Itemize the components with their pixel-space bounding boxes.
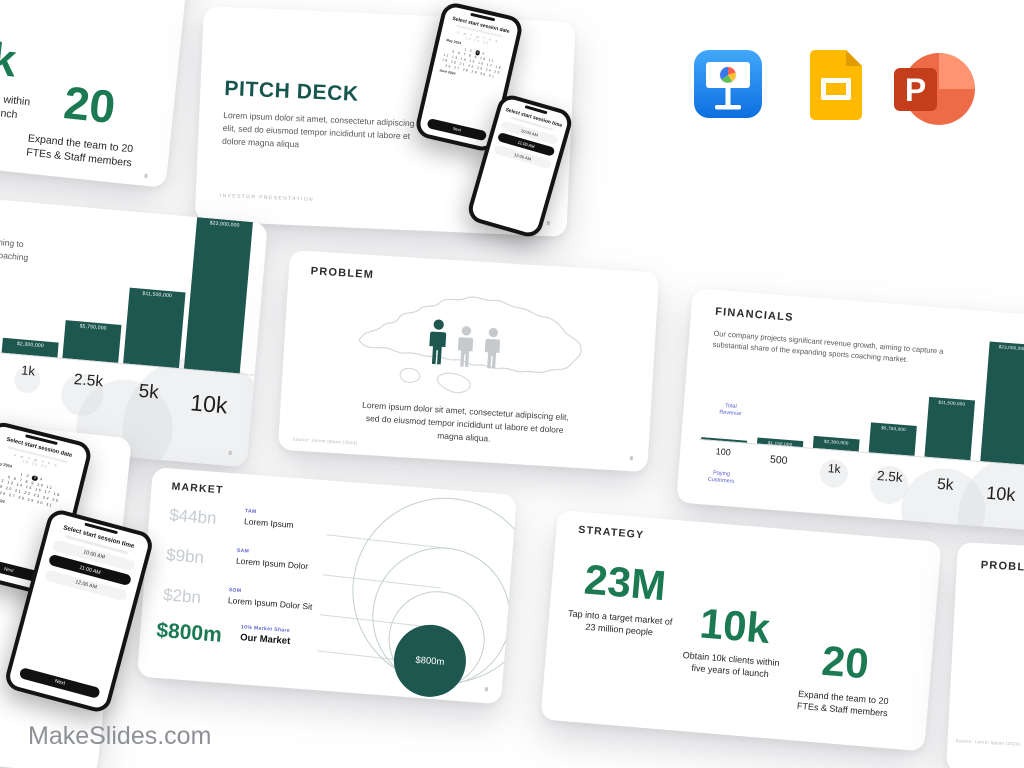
y-axis-label: Total Revenue <box>719 402 742 418</box>
bar-2-5k: $5,750,000 <box>62 320 122 363</box>
bar-10k: $23,000,000 <box>980 341 1024 465</box>
bar-value-label: $11,500,000 <box>142 290 173 299</box>
slide-financials: FINANCIALS Our company projects signific… <box>676 288 1024 536</box>
bar-value-label: $2,300,000 <box>16 340 45 349</box>
x-tick-1k: 1k <box>827 461 842 477</box>
next-button: Next <box>18 666 101 699</box>
our-market-circle-label: $800m <box>415 654 445 668</box>
bar-2-5k: $5,750,000 <box>868 422 917 456</box>
page-number <box>228 450 232 456</box>
market-row-our: 10% Market Share Our Market <box>240 624 291 647</box>
market-value-sam: $9bn <box>165 545 205 568</box>
bar-value-label: $5,750,000 <box>79 322 107 332</box>
problem-title: PROBLEM <box>980 559 1024 575</box>
market-row-som: SOM Lorem Ipsum Dolor Sit <box>228 587 314 611</box>
bar-value-label: $5,750,000 <box>881 424 907 432</box>
page-number <box>629 456 634 461</box>
x-tick-10k: 10k <box>985 482 1017 505</box>
market-value-our: $800m <box>155 618 223 647</box>
x-tick-10k: 10k <box>189 389 229 419</box>
market-row-tam: TAM Lorem Ipsum <box>244 508 295 530</box>
bar-value-label: $11,500,000 <box>938 399 966 407</box>
slide-market: MARKET $44bn TAM Lorem Ipsum $9bn SAM Lo… <box>136 467 517 705</box>
powerpoint-icon[interactable]: P <box>892 46 978 132</box>
stat-20-caption: Expand the team to 20 FTEs & Staff membe… <box>25 132 134 170</box>
slide-strategy: STRATEGY 23M Tap into a target market of… <box>540 510 942 752</box>
financials-body: Our company projects significant revenue… <box>712 328 944 365</box>
x-tick-1k: 1k <box>20 362 36 379</box>
powerpoint-letter: P <box>905 72 926 108</box>
market-value-som: $2bn <box>162 585 202 608</box>
pitch-deck-title: PITCH DECK <box>223 76 360 106</box>
page-number <box>484 687 489 692</box>
market-label: Our Market <box>239 632 291 648</box>
stat-23m: 23M <box>582 555 668 610</box>
person-icon-teal <box>429 319 447 365</box>
financials-title: FINANCIALS <box>714 305 795 324</box>
person-icon-gray <box>484 327 501 369</box>
google-slides-icon[interactable] <box>810 50 862 120</box>
strategy-title: STRATEGY <box>577 523 645 542</box>
stat-10k: 10k <box>698 599 772 653</box>
app-icons-row: P <box>694 46 994 126</box>
slide-financials-fragment: Our company projects significant revenue… <box>0 175 268 468</box>
problem-title: PROBLEM <box>310 265 375 282</box>
market-label: Lorem Ipsum <box>243 516 294 530</box>
bar-5k: $11,500,000 <box>123 287 186 369</box>
slide-problem-fragment: PROBLEM Source: Lorem Ipsum (2024) <box>945 542 1024 768</box>
financials-body-fragment: Our company projects significant revenue… <box>0 220 29 263</box>
market-row-sam: SAM Lorem Ipsum Dolor <box>236 548 309 571</box>
next-button: Next <box>426 118 488 141</box>
page-number <box>546 221 550 226</box>
page-number <box>144 173 148 179</box>
x-tick-500: 500 <box>769 453 788 467</box>
market-value-tam: $44bn <box>168 505 218 528</box>
bar-5k: $11,500,000 <box>924 396 976 461</box>
people-icons-group <box>425 315 504 374</box>
market-title: MARKET <box>171 480 224 497</box>
problem-source: Source: Lorem Ipsum (2024) <box>292 436 358 446</box>
x-axis-label: Paying Customers <box>707 470 735 486</box>
bar-value-label: $2,300,000 <box>823 438 849 446</box>
slide-problem: PROBLEM Lorem ipsum dolor sit amet, cons… <box>277 250 660 473</box>
problem-source: Source: Lorem Ipsum (2024) <box>955 738 1021 747</box>
pitch-deck-footer: INVESTOR PRESENTATION <box>219 192 315 203</box>
x-tick-5k: 5k <box>936 475 955 495</box>
x-tick-100: 100 <box>715 446 732 458</box>
bar-value-label: $23,000,000 <box>998 343 1024 351</box>
stat-20: 20 <box>61 76 118 134</box>
keynote-icon[interactable] <box>694 50 762 118</box>
slide-strategy-fragment: 10k Obtain 10k clients within five years… <box>0 0 198 189</box>
pitch-deck-body: Lorem ipsum dolor sit amet, consectetur … <box>221 109 415 149</box>
brand-logo[interactable]: MakeSlides.com <box>28 722 212 750</box>
bar-10k: $23,000,000 <box>183 217 253 374</box>
person-icon-gray <box>457 326 474 368</box>
stat-20-caption: Expand the team to 20 FTEs & Staff membe… <box>796 688 889 719</box>
